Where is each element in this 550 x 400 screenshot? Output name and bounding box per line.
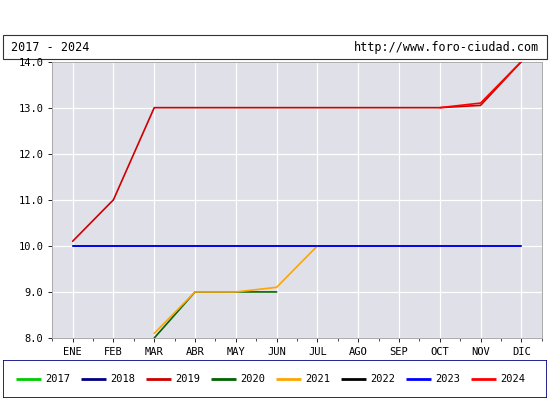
Text: 2023: 2023 [435,374,460,384]
Text: Evolucion num de emigrantes en Ricote: Evolucion num de emigrantes en Ricote [129,9,421,24]
Text: 2020: 2020 [240,374,265,384]
Bar [3,35,547,59]
Text: 2024: 2024 [500,374,525,384]
Text: 2017: 2017 [45,374,70,384]
Text: 2018: 2018 [110,374,135,384]
Text: 2022: 2022 [370,374,395,384]
Text: 2017 - 2024: 2017 - 2024 [11,41,89,54]
Text: 2021: 2021 [305,374,330,384]
Text: http://www.foro-ciudad.com: http://www.foro-ciudad.com [354,41,539,54]
Text: 2019: 2019 [175,374,200,384]
